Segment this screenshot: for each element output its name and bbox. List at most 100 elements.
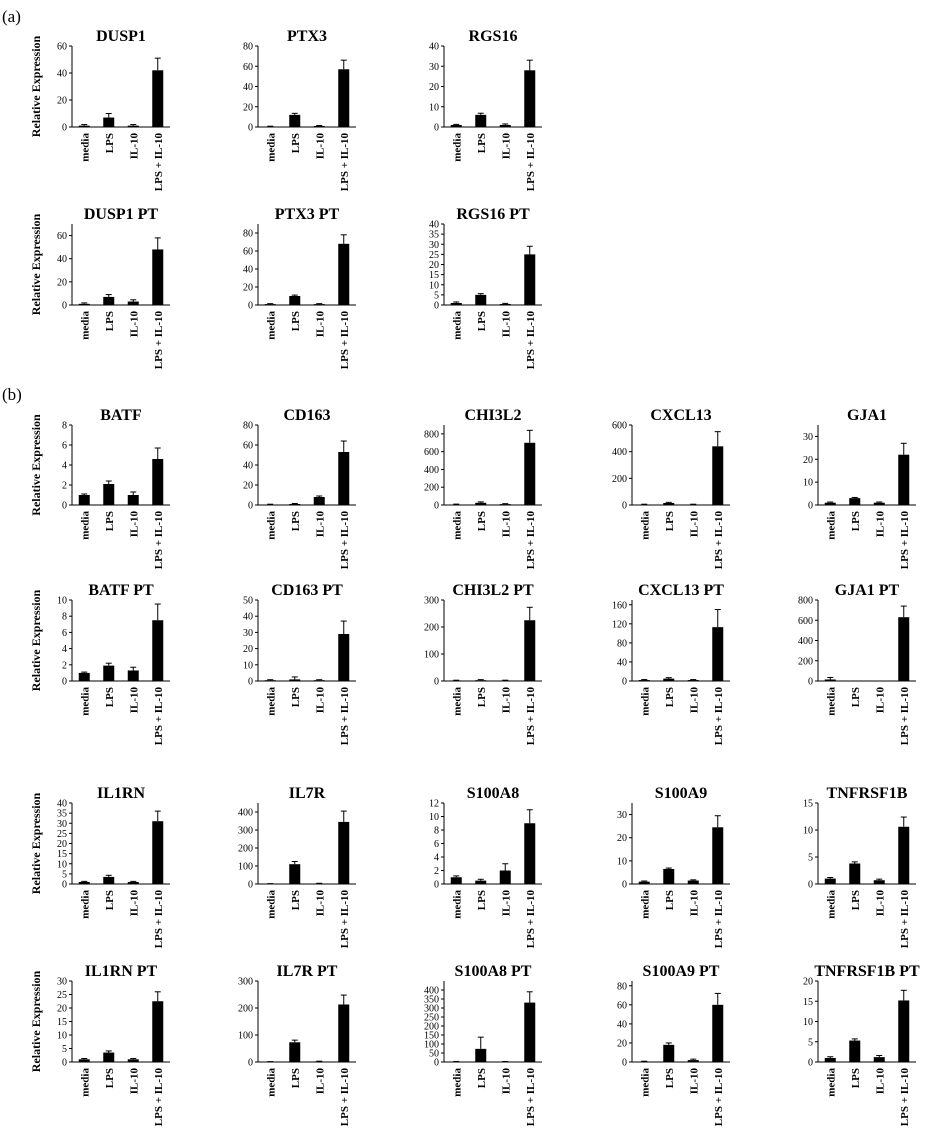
chart-title: CXCL13 PT (638, 582, 724, 599)
chart-11: BATF PT 0 2 4 6 8 10 Relative Expression media LP… (29, 582, 170, 745)
y-tick-label: 40 (57, 69, 67, 80)
category-label-1: LPS (104, 133, 116, 153)
y-tick-label: 80 (617, 981, 627, 992)
y-tick-label: 0 (248, 1058, 253, 1069)
chart-6: BATF 0 2 4 6 8 Relative Expression media LPS IL-1… (29, 407, 170, 569)
chart-15: GJA1 PT 0 200 400 600 800 media LPS IL-10 LPS + I… (798, 582, 916, 745)
y-tick-label: 10 (429, 280, 439, 291)
category-label-0: media (825, 1068, 837, 1097)
y-tick-label: 100 (424, 1040, 439, 1051)
bar-1 (289, 864, 301, 884)
y-tick-label: 350 (424, 995, 439, 1006)
category-label-2: IL-10 (314, 1068, 326, 1095)
y-tick-label: 20 (429, 82, 439, 93)
category-label-2: IL-10 (500, 1068, 512, 1095)
y-tick-label: 80 (243, 42, 253, 53)
y-axis-label: Relative Expression (29, 213, 43, 315)
category-label-3: LPS + IL-10 (899, 511, 911, 570)
y-tick-label: 10 (429, 102, 439, 113)
bar-1 (103, 484, 115, 505)
chart-title: S100A8 (467, 785, 519, 802)
bar-3 (712, 1004, 724, 1062)
bar-2 (499, 124, 511, 127)
bar-0 (450, 877, 462, 884)
y-tick-label: 25 (57, 990, 67, 1001)
chart-title: IL1RN (97, 785, 145, 802)
y-tick-label: 20 (243, 481, 253, 492)
category-label-3: LPS + IL-10 (525, 687, 537, 746)
bar-0 (264, 680, 276, 681)
category-label-0: media (451, 687, 463, 716)
category-label-3: LPS + IL-10 (899, 687, 911, 746)
y-tick-label: 0 (62, 880, 67, 891)
y-tick-label: 60 (57, 42, 67, 53)
chart-title: IL7R PT (277, 963, 338, 980)
chart-title: PTX3 PT (275, 206, 340, 223)
category-label-2: IL-10 (688, 687, 700, 714)
y-tick-label: 300 (238, 826, 253, 837)
y-tick-label: 20 (57, 277, 67, 288)
y-tick-label: 40 (429, 42, 439, 53)
y-tick-label: 4 (62, 461, 67, 472)
y-tick-label: 80 (243, 229, 253, 240)
y-tick-label: 30 (617, 810, 627, 821)
y-tick-label: 0 (248, 123, 253, 134)
y-tick-label: 5 (62, 869, 67, 880)
y-tick-label: 10 (243, 660, 253, 671)
y-axis-label: Relative Expression (29, 589, 43, 691)
category-label-2: IL-10 (874, 890, 886, 917)
bar-1 (663, 868, 675, 884)
category-label-1: LPS (290, 890, 302, 910)
bar-1 (849, 498, 861, 505)
category-label-1: LPS (664, 890, 676, 910)
chart-title: CD163 (283, 407, 330, 424)
category-label-1: LPS (290, 511, 302, 531)
category-label-0: media (639, 687, 651, 716)
category-label-1: LPS (104, 890, 116, 910)
category-label-3: LPS + IL-10 (153, 133, 165, 192)
category-label-0: media (639, 890, 651, 919)
y-tick-label: 0 (434, 301, 439, 312)
category-label-3: LPS + IL-10 (339, 1068, 351, 1127)
category-label-0: media (825, 890, 837, 919)
bar-3 (338, 1004, 350, 1062)
bar-1 (289, 504, 301, 505)
y-tick-label: 5 (808, 853, 813, 864)
y-tick-label: 60 (57, 231, 67, 242)
category-label-3: LPS + IL-10 (339, 511, 351, 570)
category-label-3: LPS + IL-10 (525, 311, 537, 370)
y-tick-label: 30 (57, 977, 67, 988)
y-tick-label: 0 (62, 1058, 67, 1069)
y-tick-label: 30 (803, 432, 813, 443)
y-tick-label: 30 (243, 628, 253, 639)
bar-2 (499, 504, 511, 505)
category-label-1: LPS (476, 1068, 488, 1088)
chart-title: BATF PT (88, 582, 154, 599)
y-tick-label: 5 (808, 1037, 813, 1048)
bar-3 (152, 249, 164, 305)
y-tick-label: 6 (434, 839, 439, 850)
bar-1 (663, 503, 675, 505)
bar-2 (313, 304, 325, 305)
category-label-0: media (265, 1068, 277, 1097)
bar-0 (78, 881, 90, 884)
bar-0 (450, 680, 462, 681)
y-tick-label: 50 (243, 596, 253, 607)
chart-title: RGS16 (469, 28, 518, 45)
category-label-3: LPS + IL-10 (713, 687, 725, 746)
bar-1 (103, 296, 115, 305)
bar-3 (152, 821, 164, 884)
category-label-0: media (451, 890, 463, 919)
y-tick-label: 5 (62, 1044, 67, 1055)
category-label-0: media (825, 511, 837, 540)
y-tick-label: 4 (62, 644, 67, 655)
category-label-1: LPS (476, 890, 488, 910)
bar-3 (338, 821, 350, 884)
category-label-0: media (825, 687, 837, 716)
bar-3 (338, 634, 350, 681)
y-tick-label: 40 (617, 657, 627, 668)
category-label-3: LPS + IL-10 (153, 311, 165, 370)
category-label-3: LPS + IL-10 (339, 311, 351, 370)
